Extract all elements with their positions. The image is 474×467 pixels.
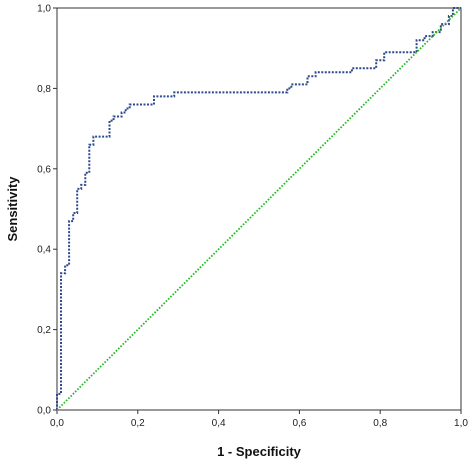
x-tick-label: 0,6 <box>292 418 306 429</box>
y-tick-label: 1,0 <box>37 4 51 15</box>
x-tick-label: 0,2 <box>131 418 145 429</box>
y-tick-label: 0,4 <box>37 245 51 256</box>
x-tick-label: 0,4 <box>212 418 226 429</box>
x-tick-label: 0,8 <box>373 418 387 429</box>
x-tick-label: 0,0 <box>50 418 64 429</box>
y-tick-label: 0,8 <box>37 84 51 95</box>
x-tick-label: 1,0 <box>454 418 468 429</box>
y-tick-label: 0,0 <box>37 406 51 417</box>
roc-curve-line <box>56 7 461 410</box>
x-axis-title: 1 - Specificity <box>217 444 302 459</box>
y-tick-label: 0,2 <box>37 325 51 336</box>
y-tick-label: 0,6 <box>37 164 51 175</box>
y-axis-title: Sensitivity <box>5 176 20 242</box>
reference-diagonal-line <box>56 7 462 411</box>
